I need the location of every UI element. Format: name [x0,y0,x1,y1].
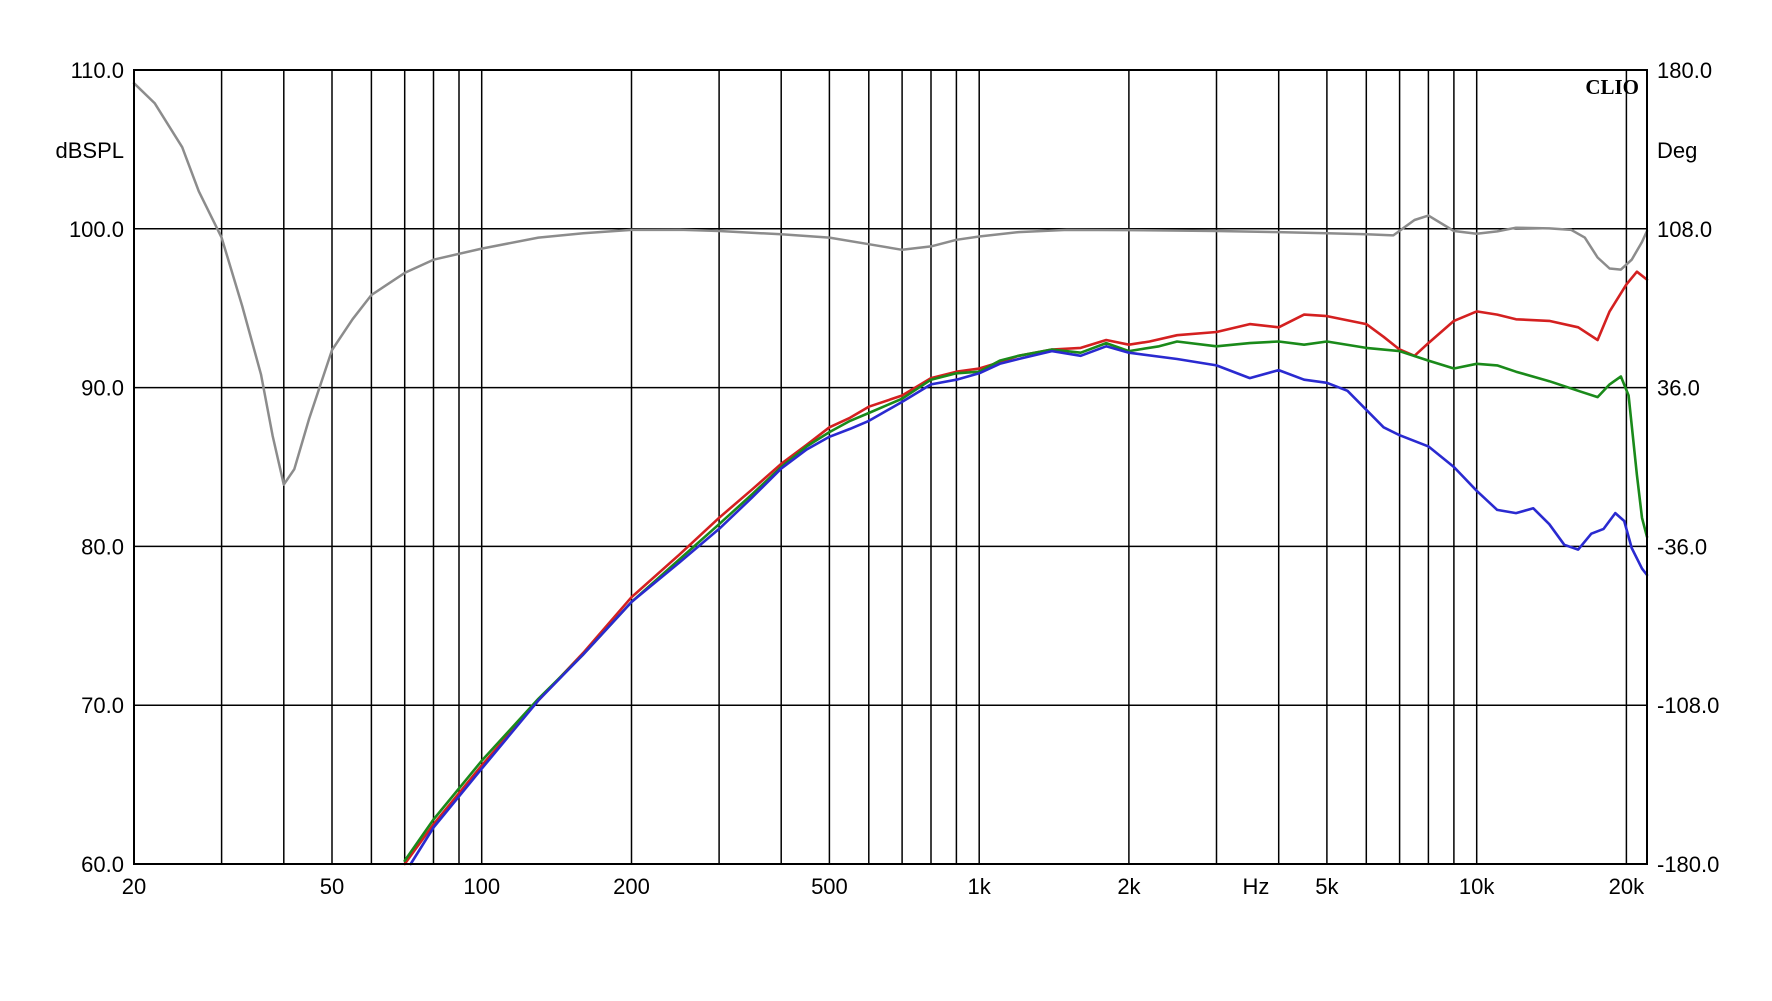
series-line-1 [403,270,1649,866]
series-line-2 [403,340,1649,863]
y2-axis-unit: Deg [1657,138,1697,163]
plot-frame [133,69,1648,865]
y2-tick-label: -108.0 [1657,693,1719,718]
y-tick-label: 60.0 [81,852,124,877]
x-tick-label: 50 [320,874,344,899]
series-layer [132,81,1649,866]
x-tick-label: 100 [463,874,500,899]
series-line-4 [132,81,1649,486]
x-tick-label: 5k [1315,874,1339,899]
y-tick-label: 100.0 [69,217,124,242]
x-tick-label: 2k [1117,874,1141,899]
y2-tick-label: -36.0 [1657,534,1707,559]
x-tick-label: 200 [613,874,650,899]
y2-tick-label: -180.0 [1657,852,1719,877]
clio-logo: CLIO [1585,75,1639,99]
x-tick-label: 1k [968,874,992,899]
y-tick-label: 70.0 [81,693,124,718]
x-tick-label: 10k [1459,874,1495,899]
series-line-3 [409,345,1649,866]
y2-tick-label: 108.0 [1657,217,1712,242]
y2-tick-label: 180.0 [1657,58,1712,83]
y2-tick-label: 36.0 [1657,376,1700,401]
x-tick-label: 20k [1609,874,1645,899]
y-tick-label: 90.0 [81,376,124,401]
x-tick-label: 500 [811,874,848,899]
x-axis-unit: Hz [1242,874,1269,899]
x-tick-label: 20 [122,874,146,899]
label-layer: 110.0 100.0 90.0 80.0 70.0 60.0 180.0 108.0 36.0… [56,58,1720,899]
y-tick-label: 110.0 [71,58,124,83]
y-axis-unit: dBSPL [56,138,125,163]
y-tick-label: 80.0 [81,534,124,559]
grid-layer [134,69,1647,865]
